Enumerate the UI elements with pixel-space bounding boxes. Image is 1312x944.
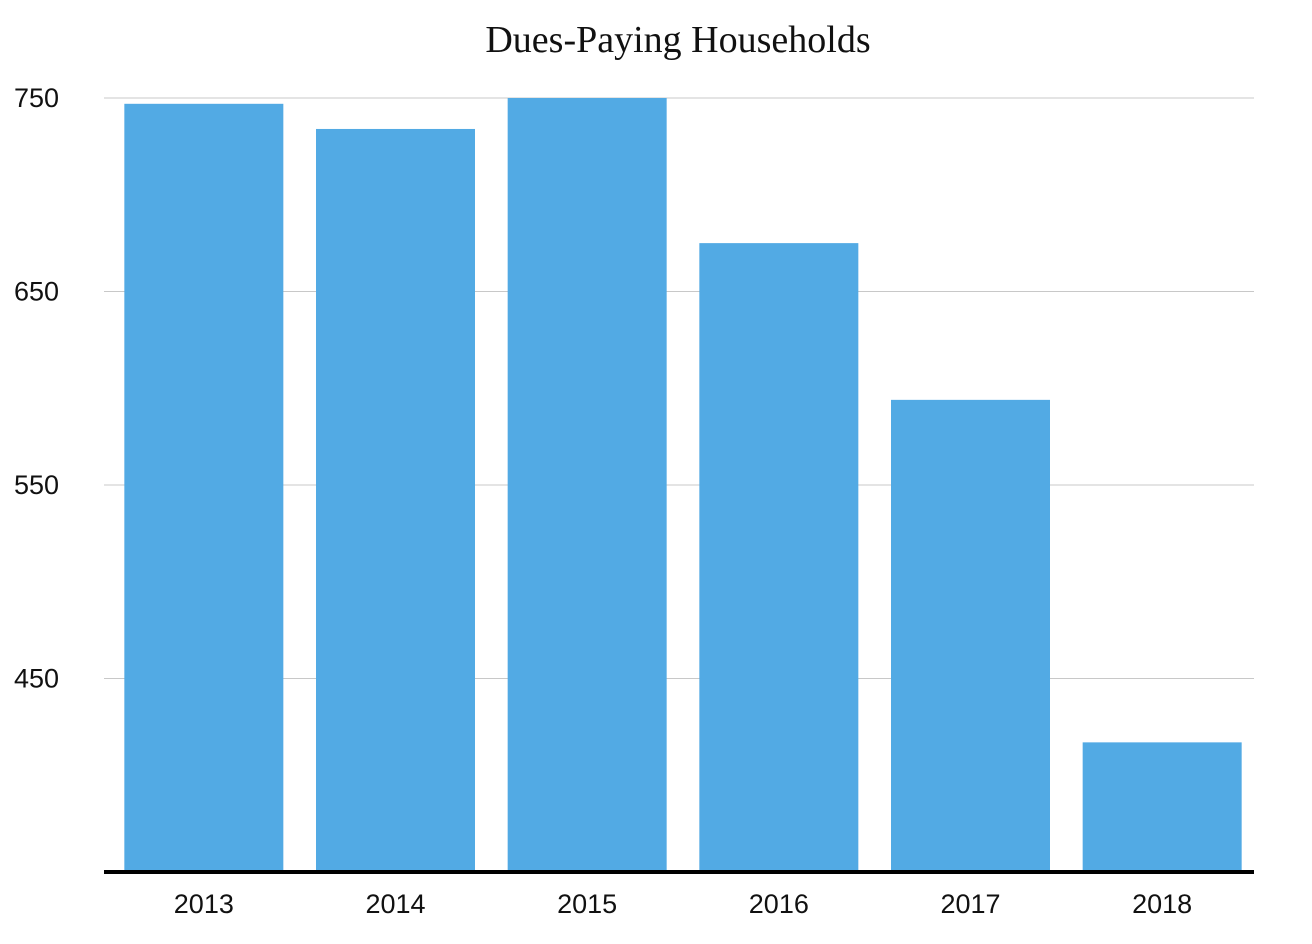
- bar-2017: [891, 399, 1050, 872]
- bar-2018: [1082, 742, 1242, 872]
- bar-2013: [124, 103, 284, 873]
- y-axis-ticks: 450 550 650 750: [14, 83, 59, 694]
- gridlines: [104, 97, 1254, 679]
- x-axis-ticks: 2013 2014 2015 2016 2017 2018: [174, 889, 1192, 919]
- x-tick-label: 2018: [1132, 889, 1192, 919]
- chart-title: Dues-Paying Households: [485, 19, 870, 61]
- x-tick-label: 2014: [365, 889, 425, 919]
- y-tick-label: 550: [14, 470, 59, 500]
- bar-2016: [699, 243, 859, 872]
- y-tick-label: 750: [14, 83, 59, 113]
- x-tick-label: 2017: [940, 889, 1000, 919]
- y-tick-label: 450: [14, 664, 59, 694]
- x-tick-label: 2013: [174, 889, 234, 919]
- bars: [124, 98, 1242, 873]
- x-tick-label: 2016: [749, 889, 809, 919]
- bar-2014: [316, 128, 475, 872]
- y-tick-label: 650: [14, 277, 59, 307]
- bar-2015: [507, 98, 667, 872]
- x-tick-label: 2015: [557, 889, 617, 919]
